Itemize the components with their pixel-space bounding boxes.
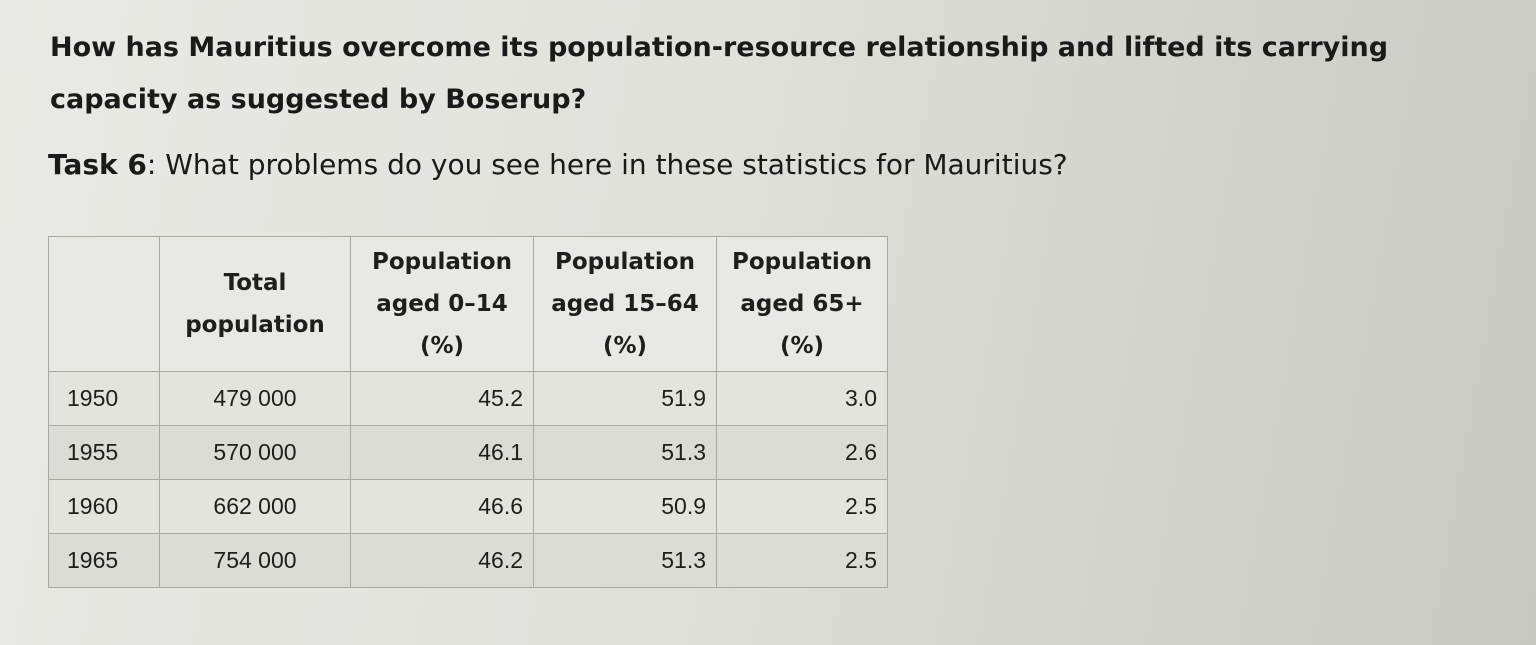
task-text: What problems do you see here in these s… <box>165 148 1068 181</box>
cell-year: 1950 <box>48 371 160 426</box>
cell-aged-65-plus: 3.0 <box>716 371 888 426</box>
header-line: Population <box>732 249 872 275</box>
header-year-corner <box>48 236 160 372</box>
header-line: (%) <box>419 333 465 359</box>
cell-aged-65-plus: 2.5 <box>716 533 888 588</box>
cell-aged-0-14: 45.2 <box>350 371 534 426</box>
header-total-population: Total population <box>159 236 351 372</box>
cell-aged-0-14: 46.2 <box>350 533 534 588</box>
header-line: Population <box>555 249 695 275</box>
cell-total-population: 754 000 <box>159 533 351 588</box>
task-prompt: Task 6: What problems do you see here in… <box>48 142 1068 188</box>
cell-year: 1965 <box>48 533 160 588</box>
header-line: aged 15–64 <box>551 291 699 317</box>
header-aged-65-plus: Population aged 65+ (%) <box>716 236 888 372</box>
mauritius-population-table: Total population Population aged 0–14 (%… <box>48 236 888 588</box>
header-line: aged 65+ <box>740 291 864 317</box>
table-row: 1950 479 000 45.2 51.9 3.0 <box>48 371 888 426</box>
header-line: aged 0–14 <box>376 291 508 317</box>
cell-aged-15-64: 51.3 <box>533 425 717 480</box>
header-line: population <box>185 312 325 338</box>
header-aged-15-64: Population aged 15–64 (%) <box>533 236 717 372</box>
task-label: Task 6 <box>48 148 147 181</box>
cell-aged-0-14: 46.1 <box>350 425 534 480</box>
cell-aged-65-plus: 2.6 <box>716 425 888 480</box>
header-line: Total <box>223 270 287 296</box>
header-aged-0-14: Population aged 0–14 (%) <box>350 236 534 372</box>
cell-aged-15-64: 51.9 <box>533 371 717 426</box>
task-separator: : <box>146 148 166 181</box>
header-line: (%) <box>602 333 648 359</box>
table-body: 1950 479 000 45.2 51.9 3.0 1955 570 000 … <box>48 371 888 588</box>
question-heading: How has Mauritius overcome its populatio… <box>50 32 1389 115</box>
table-row: 1965 754 000 46.2 51.3 2.5 <box>48 533 888 588</box>
cell-total-population: 570 000 <box>159 425 351 480</box>
cell-year: 1960 <box>48 479 160 534</box>
cell-aged-15-64: 50.9 <box>533 479 717 534</box>
cell-total-population: 479 000 <box>159 371 351 426</box>
cell-aged-0-14: 46.6 <box>350 479 534 534</box>
table-row: 1960 662 000 46.6 50.9 2.5 <box>48 479 888 534</box>
cell-aged-65-plus: 2.5 <box>716 479 888 534</box>
cell-total-population: 662 000 <box>159 479 351 534</box>
header-line: Population <box>372 249 512 275</box>
cell-aged-15-64: 51.3 <box>533 533 717 588</box>
table-row: 1955 570 000 46.1 51.3 2.6 <box>48 425 888 480</box>
header-row: Total population Population aged 0–14 (%… <box>48 236 888 372</box>
table-header: Total population Population aged 0–14 (%… <box>48 236 888 372</box>
cell-year: 1955 <box>48 425 160 480</box>
header-line: (%) <box>779 333 825 359</box>
